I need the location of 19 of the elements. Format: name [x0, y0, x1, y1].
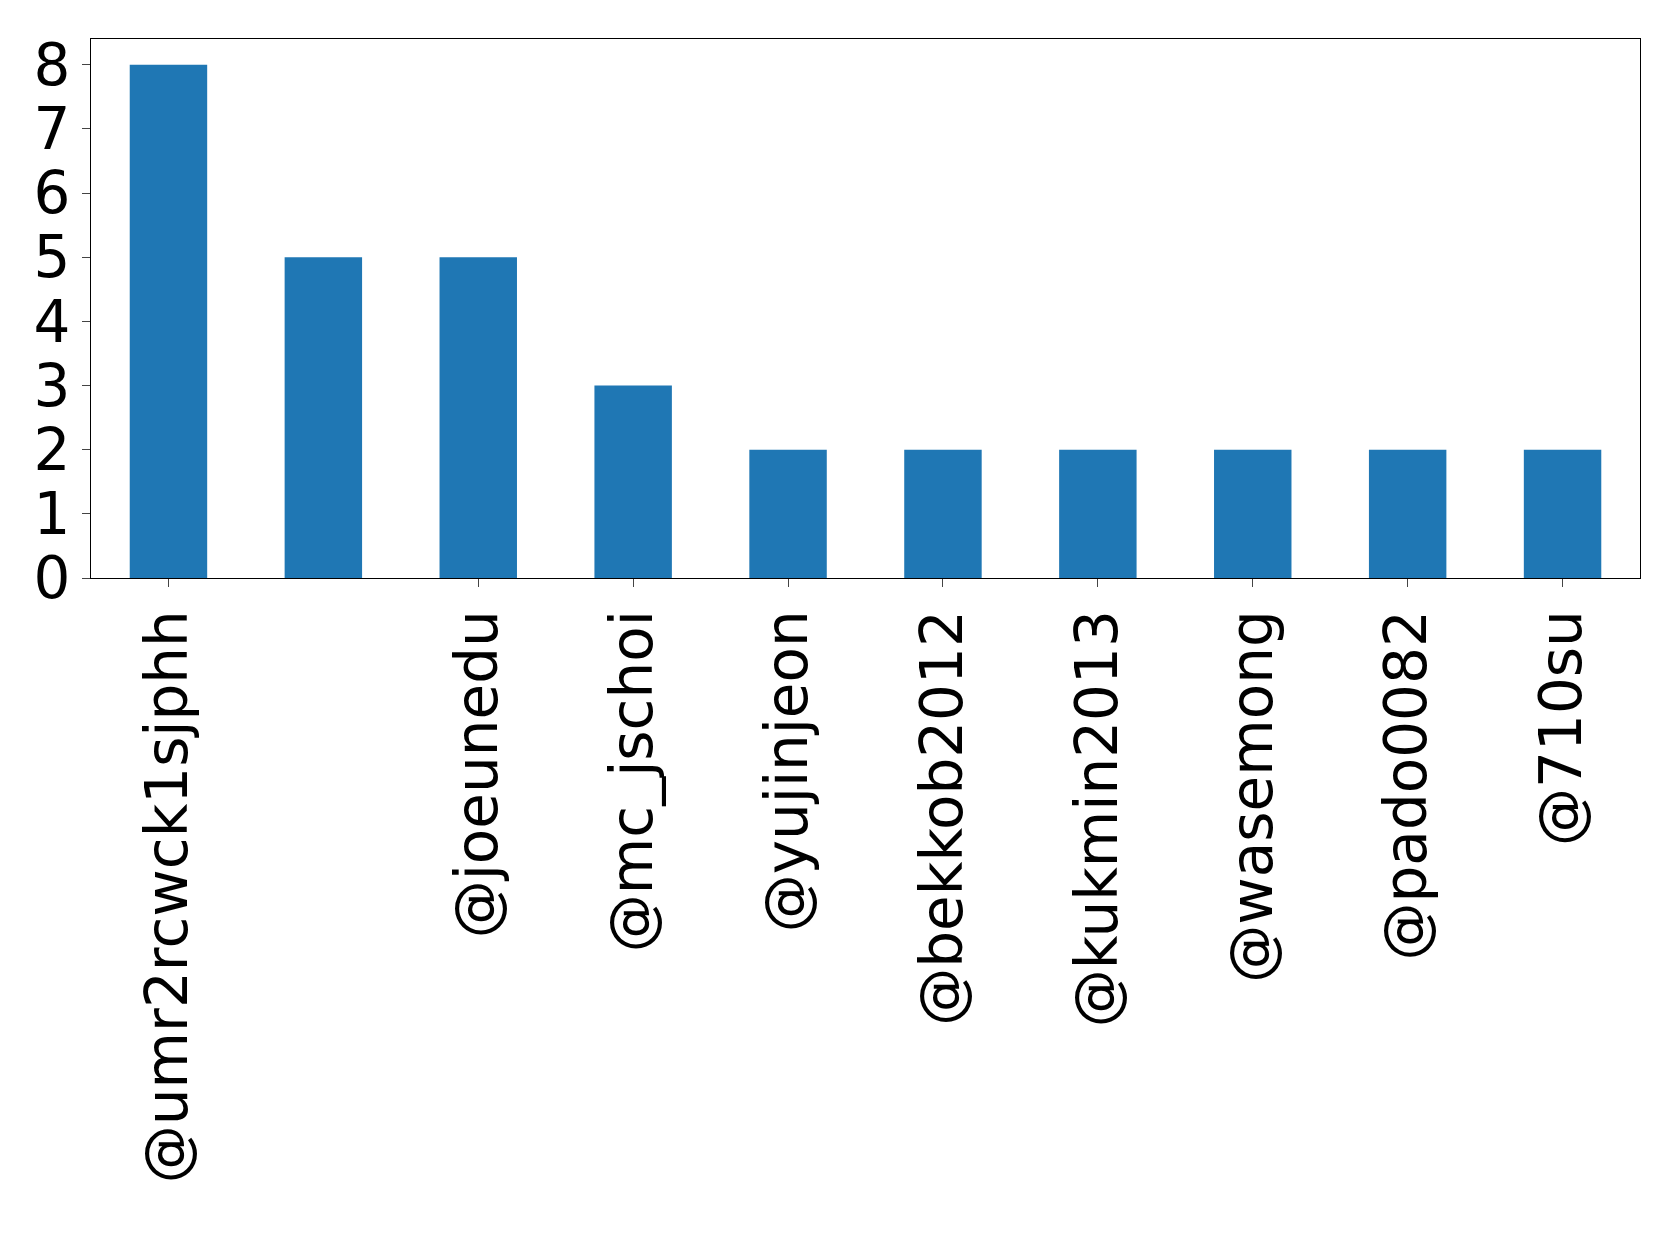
x-tick-label: @kukmin2013 — [1062, 610, 1131, 1028]
bar — [1214, 449, 1292, 578]
x-tick-label: @bekkob2012 — [907, 610, 976, 1026]
bar — [1368, 449, 1447, 578]
x-tick-label: @umr2rcwck1sjphh — [133, 610, 202, 1184]
x-tick-label: @wasemong — [1217, 610, 1286, 983]
x-tick-label: @joeunedu — [443, 610, 512, 939]
bar — [439, 257, 517, 578]
bar — [1523, 449, 1602, 578]
bar — [1059, 449, 1137, 578]
bar — [749, 449, 827, 578]
x-tick-label: @710su — [1527, 610, 1596, 846]
x-tick-label: @mc_jschoi — [598, 610, 666, 953]
bar — [594, 385, 672, 578]
bar — [129, 64, 208, 578]
bar — [904, 449, 982, 578]
x-tick-label: @yujinjeon — [752, 610, 821, 933]
bar — [284, 257, 363, 578]
x-tick-label: @pado0082 — [1372, 610, 1441, 961]
